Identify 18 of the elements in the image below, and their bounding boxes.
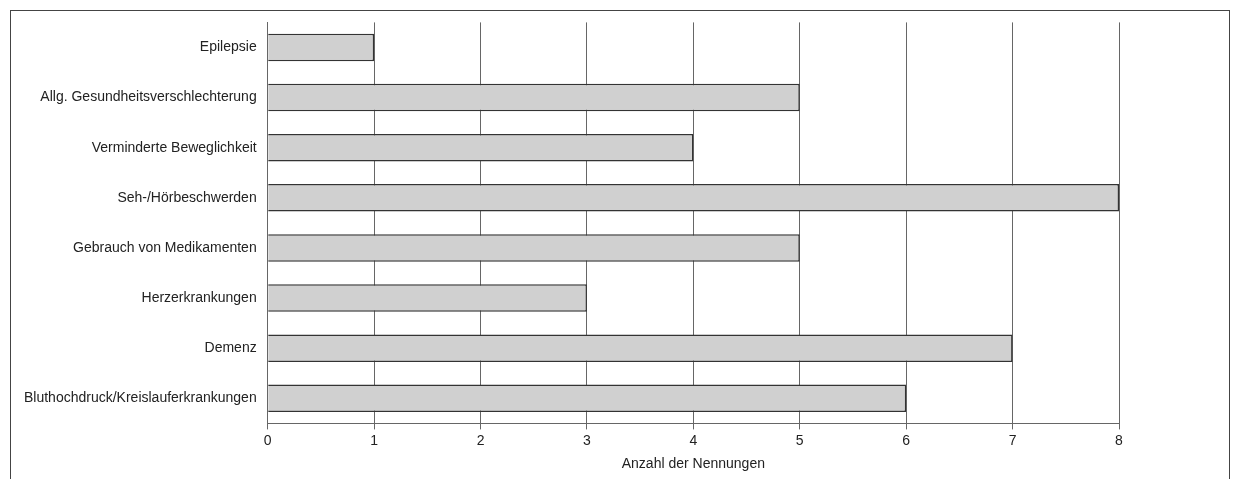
x-axis-title: Anzahl der Nennungen xyxy=(621,455,765,472)
y-tick-label: Herzerkrankungen xyxy=(141,288,257,305)
x-tick-label: 4 xyxy=(689,431,698,448)
x-tick-label: 8 xyxy=(1115,431,1124,448)
x-tick-label: 0 xyxy=(263,431,272,448)
y-tick-label: Verminderte Beweglichkeit xyxy=(91,138,257,155)
y-tick-label: Allg. Gesundheitsverschlechterung xyxy=(40,88,257,105)
x-tick-label: 2 xyxy=(476,431,485,448)
y-tick-label: Demenz xyxy=(204,339,257,356)
x-tick-label: 3 xyxy=(583,431,592,448)
y-tick-label: Gebrauch von Medikamenten xyxy=(73,238,257,255)
x-tick-label: 5 xyxy=(795,431,804,448)
x-tick-label: 6 xyxy=(902,431,911,448)
y-tick-label: Bluthochdruck/Kreislauferkrankungen xyxy=(23,389,257,406)
y-tick-label: Seh-/Hörbeschwerden xyxy=(117,188,257,205)
y-tick-label: Epilepsie xyxy=(199,38,257,55)
x-tick-label: 1 xyxy=(370,431,379,448)
x-tick-label: 7 xyxy=(1008,431,1017,448)
